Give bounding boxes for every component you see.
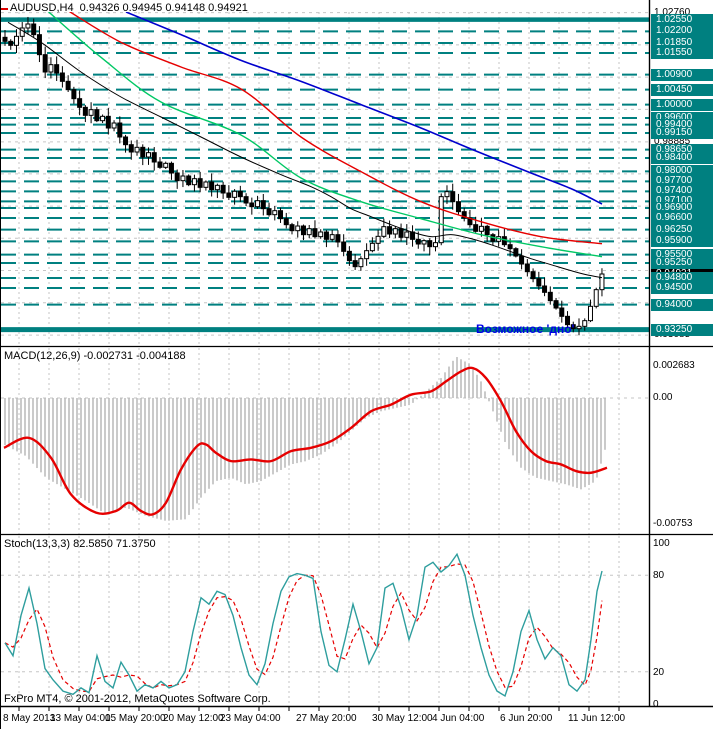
ma-fast-black — [7, 21, 603, 279]
ma-red — [68, 12, 603, 245]
time-axis-label: 8 May 2013 — [3, 713, 56, 724]
stoch-scale-label: 80 — [653, 570, 665, 582]
platform-footer: FxPro MT4, © 2001-2012, MetaQuotes Softw… — [4, 693, 271, 705]
level-price-label: 0.97400 — [651, 185, 713, 198]
candlesticks — [2, 16, 605, 336]
stoch-scale-label: 20 — [653, 666, 665, 678]
time-axis-label: 15 May 20:00 — [105, 713, 166, 724]
price-grid-label: 1.02760 — [654, 6, 691, 18]
window-frame — [1, 0, 713, 708]
level-price-label: 0.96250 — [651, 223, 713, 236]
level-price-label: 1.00000 — [651, 98, 713, 111]
level-price-label: 0.99150 — [651, 127, 713, 139]
level-price-label: 0.94800 — [651, 272, 713, 284]
level-price-label: 1.00450 — [651, 83, 713, 96]
level-price-label: 0.95900 — [651, 235, 713, 248]
macd-scale-label: -0.00753 — [653, 518, 693, 529]
level-price-label: 1.01550 — [651, 47, 713, 59]
time-axis-label: 30 May 12:00 — [372, 713, 433, 724]
ma-blue — [125, 12, 603, 205]
level-price-label: 1.02550 — [651, 13, 713, 26]
level-price-label: 1.01850 — [651, 37, 713, 49]
support-resistance-levels — [1, 17, 649, 333]
stoch-scale-label: 0 — [653, 699, 659, 710]
level-price-label: 1.02200 — [651, 25, 713, 38]
ma-green — [47, 12, 603, 258]
time-axis-label: 6 Jun 20:00 — [500, 713, 553, 724]
horizontal-gridlines — [1, 12, 649, 336]
level-price-label: 0.97700 — [651, 175, 713, 188]
symbol-marker-dash — [1, 8, 8, 10]
price-grid-label: 0.98885 — [654, 135, 691, 147]
stoch-scale-label: 100 — [653, 538, 670, 549]
time-axis-label: 11 Jun 12:00 — [568, 713, 626, 724]
macd-panel — [1, 357, 649, 521]
main-chart-header: AUDUSD,H4 0.94326 0.94945 0.94148 0.9492… — [10, 2, 248, 14]
level-price-label: 0.95250 — [651, 257, 713, 269]
macd-header: MACD(12,26,9) -0.002731 -0.004188 — [4, 350, 186, 362]
level-price-label: 0.98000 — [651, 165, 713, 178]
macd-scale-label: 0.00 — [653, 392, 673, 403]
time-axis-label: 4 Jun 04:00 — [432, 713, 485, 724]
level-price-label: 1.00900 — [651, 68, 713, 81]
time-axis-ticks — [18, 707, 620, 711]
time-axis-label: 20 May 12:00 — [163, 713, 224, 724]
stoch-header: Stoch(13,3,3) 82.5850 71.3750 — [4, 538, 156, 550]
time-axis-label: 13 May 04:00 — [50, 713, 111, 724]
level-price-label: 0.94500 — [651, 282, 713, 294]
level-price-label: 0.96600 — [651, 212, 713, 224]
time-axis-label: 27 May 20:00 — [296, 713, 357, 724]
level-price-label: 0.98400 — [651, 152, 713, 164]
stochastic-panel — [1, 552, 649, 698]
time-axis-label: 23 May 04:00 — [220, 713, 281, 724]
level-price-label: 0.96900 — [651, 202, 713, 214]
possible-bottom-annotation[interactable]: Возможное 'дно' — [476, 322, 575, 336]
level-price-label: 0.94000 — [651, 298, 713, 311]
macd-scale-label: 0.002683 — [653, 360, 695, 371]
level-price-label: 0.93250 — [651, 323, 713, 336]
